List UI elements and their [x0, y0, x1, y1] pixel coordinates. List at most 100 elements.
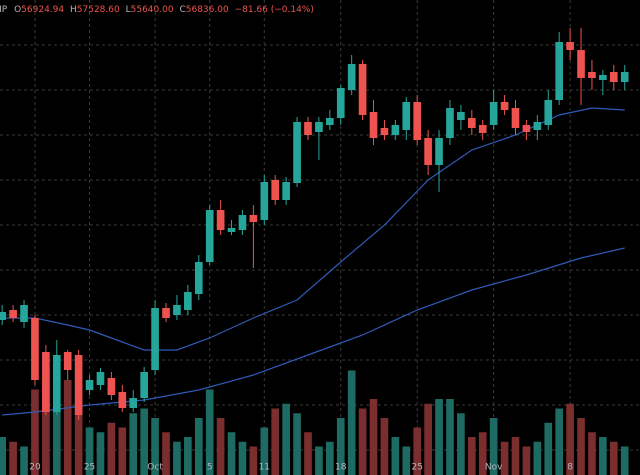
candle-body	[260, 182, 269, 220]
volume-bar	[511, 437, 520, 475]
legend-label: L	[126, 5, 131, 15]
candle-body	[107, 378, 116, 395]
volume-bar	[118, 427, 127, 475]
candle-body	[620, 72, 629, 82]
volume-bar	[566, 403, 574, 475]
candle-body	[194, 262, 203, 294]
candle-body	[391, 125, 400, 135]
volume-bar	[544, 422, 553, 475]
volume-bar	[489, 418, 498, 475]
volume-bar	[31, 389, 39, 475]
x-tick-label: Nov	[485, 463, 503, 473]
volume-bar	[96, 432, 105, 475]
x-tick-label: 11	[259, 463, 270, 473]
volume-bar	[522, 446, 531, 475]
volume-bar	[467, 437, 476, 475]
volume-bar	[227, 432, 236, 475]
candle-body	[511, 108, 520, 128]
candle-body	[74, 355, 83, 415]
candle-body	[424, 138, 432, 165]
legend-value: 57528.60	[77, 5, 120, 15]
volume-bar	[140, 408, 148, 475]
volume-bar	[260, 427, 269, 475]
legend-value: 56924.94	[21, 5, 64, 15]
moving-average-line	[2, 247, 625, 416]
volume-bar	[326, 441, 334, 475]
candle-body	[457, 112, 465, 120]
candle-body	[500, 102, 509, 110]
candle-body	[413, 102, 422, 140]
volume-bar	[336, 418, 345, 475]
x-tick-label: 5	[207, 463, 213, 473]
candle-body	[402, 102, 411, 130]
volume-bar	[413, 427, 422, 475]
volume-bar	[588, 432, 596, 475]
candle-body	[20, 305, 28, 322]
legend-value: 55640.00	[131, 5, 174, 15]
candle-body	[293, 122, 301, 183]
candle-body	[205, 210, 214, 262]
volume-bar	[533, 441, 542, 475]
volume-bar	[129, 413, 138, 475]
candle-body	[446, 108, 454, 138]
volume-bar	[9, 441, 17, 475]
legend-label: C	[179, 5, 185, 15]
x-tick-label: Oct	[147, 463, 163, 473]
volume-bar	[0, 437, 7, 475]
candle-body	[42, 352, 50, 412]
volume-bar	[577, 418, 585, 475]
candle-body	[315, 122, 323, 132]
candle-body	[31, 318, 39, 380]
candle-body	[566, 42, 574, 50]
volume-bar	[238, 441, 247, 475]
moving-average-line	[2, 107, 625, 351]
volume-bar	[151, 418, 159, 475]
candle-body	[435, 138, 443, 165]
candle-body	[577, 50, 585, 78]
candle-body	[304, 122, 312, 135]
legend-label: H	[70, 5, 77, 15]
volume-bar	[358, 408, 367, 475]
moving-averages	[2, 107, 625, 416]
volume-bar	[620, 446, 629, 475]
candle-body	[216, 210, 225, 230]
candle-body	[0, 312, 7, 320]
legend-label: O	[14, 5, 21, 15]
volume-bar	[435, 399, 443, 475]
candle-body	[85, 380, 94, 390]
x-tick-label: 8	[567, 463, 573, 473]
candle-body	[129, 398, 138, 408]
x-tick-label: 20	[29, 463, 41, 473]
candle-body	[118, 392, 127, 408]
volume-bar	[271, 408, 280, 475]
candles	[0, 28, 629, 420]
candle-body	[151, 308, 159, 370]
volume-bar	[500, 441, 509, 475]
candle-body	[52, 355, 61, 412]
volume-bar	[457, 413, 465, 475]
candle-body	[588, 72, 596, 78]
candle-body	[140, 372, 148, 398]
candle-body	[63, 352, 72, 370]
x-tick-label: 25	[411, 463, 422, 473]
volume-bar	[162, 432, 170, 475]
volume-bar	[184, 437, 192, 475]
volume-bar	[347, 370, 356, 475]
volume-bar	[42, 384, 50, 475]
candle-body	[249, 215, 258, 222]
volume-bar	[20, 446, 28, 475]
legend-value: 56836.00	[186, 5, 229, 15]
volume-bar	[478, 432, 487, 475]
volume-bar	[391, 437, 400, 475]
candle-body	[522, 125, 531, 132]
x-axis: 20 25 Oct 5 11 18 25 Nov 8	[29, 463, 573, 473]
volume-bar	[52, 408, 61, 475]
volume-bar	[216, 418, 225, 475]
volume-bar	[555, 408, 564, 475]
volume-bar	[446, 399, 454, 475]
volume-bar	[599, 437, 607, 475]
legend-change: −81.66 (−0.14%)	[235, 5, 314, 15]
candle-body	[162, 308, 170, 318]
volume-bar	[402, 446, 411, 475]
